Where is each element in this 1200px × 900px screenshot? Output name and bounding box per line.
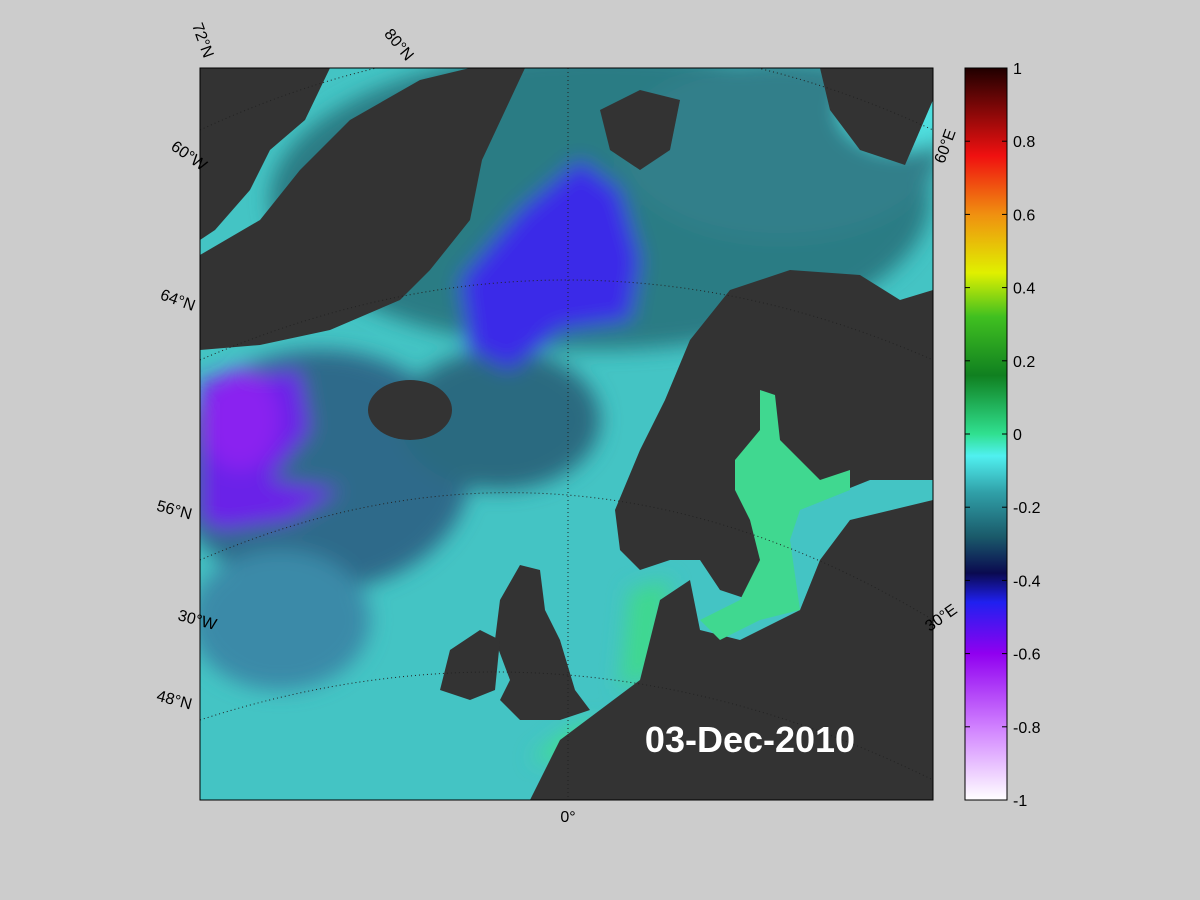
- tick-label: -1: [1013, 793, 1027, 810]
- tick-label: -0.2: [1013, 500, 1041, 517]
- map-area: [200, 68, 933, 800]
- graticule-label: 64°N: [158, 287, 197, 315]
- tick-label: -0.8: [1013, 720, 1041, 737]
- tick-label: -0.6: [1013, 647, 1041, 664]
- colorbar: [964, 67, 1008, 801]
- colorbar-ticks: -1 -0.8 -0.6 -0.4 -0.2 0 0.2 0.4 0.6 0.8 1: [965, 61, 1041, 810]
- baltic-sea: [700, 390, 850, 640]
- graticule-label: 0°: [560, 809, 575, 826]
- graticule-label: 80°N: [380, 26, 416, 64]
- date-label: 03-Dec-2010: [645, 719, 855, 760]
- graticule-label: 48°N: [155, 688, 194, 714]
- tick-label: 0.8: [1013, 134, 1035, 151]
- tick-label: 0.2: [1013, 354, 1035, 371]
- tick-label: -0.4: [1013, 573, 1041, 590]
- graticule-label: 72°N: [188, 21, 216, 60]
- land: [200, 68, 933, 800]
- tick-label: 1: [1013, 61, 1022, 78]
- tick-label: 0: [1013, 427, 1022, 444]
- graticule-label: 56°N: [155, 498, 194, 524]
- tick-label: 0.4: [1013, 281, 1035, 298]
- tick-label: 0.6: [1013, 207, 1035, 224]
- graticule-label: 60°E: [932, 127, 960, 166]
- map-frame: [199, 67, 934, 801]
- graticule: [200, 68, 933, 800]
